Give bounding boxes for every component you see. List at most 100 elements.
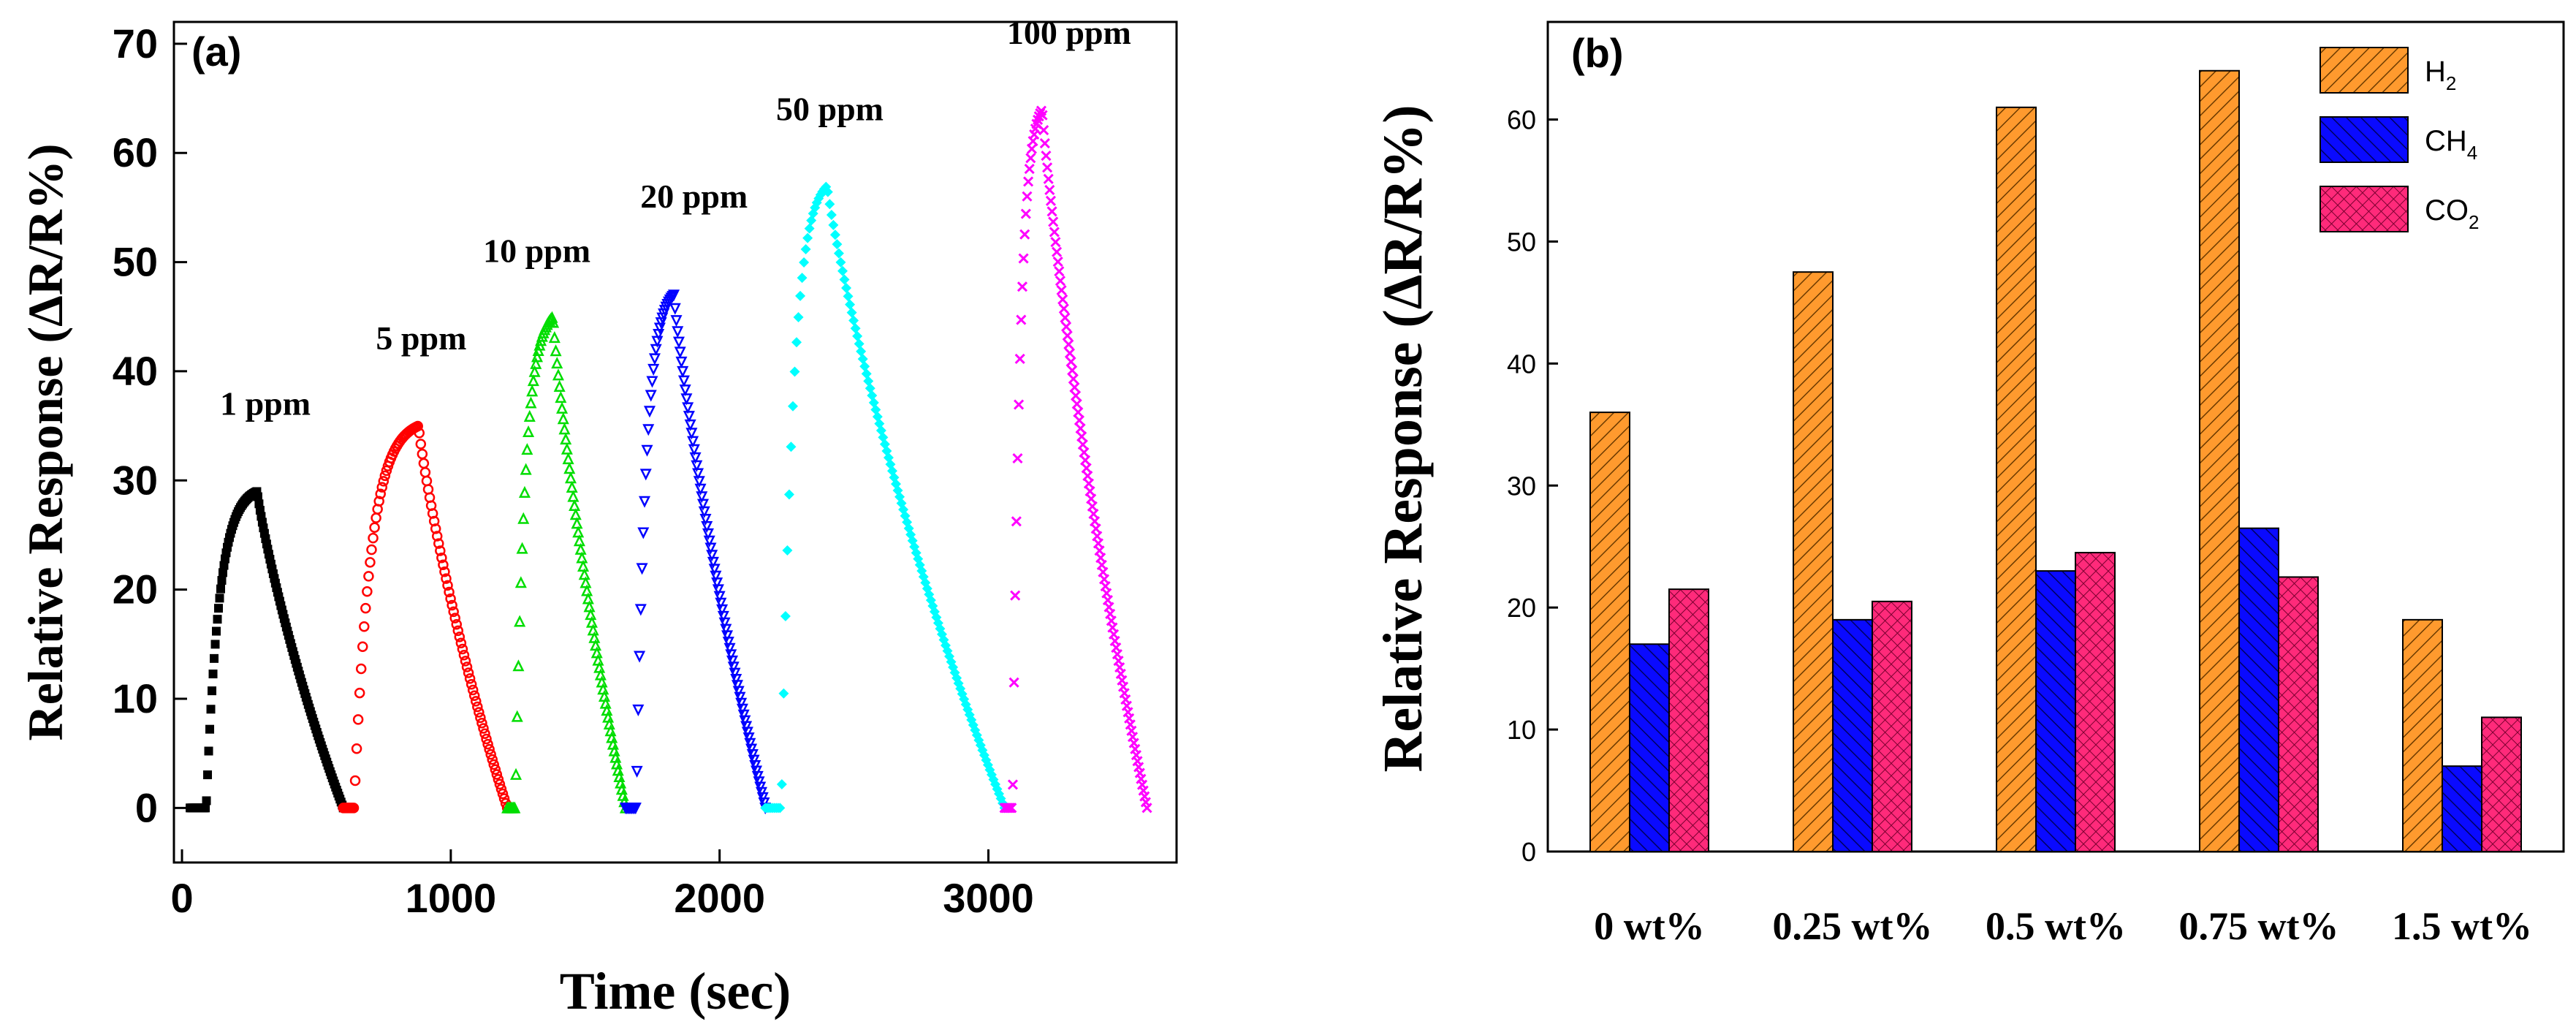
- data-point: [672, 326, 684, 338]
- data-point: [737, 709, 750, 721]
- data-point: [1010, 590, 1021, 601]
- data-point: [475, 712, 486, 724]
- data-point: [751, 765, 763, 778]
- data-point: [1069, 382, 1080, 393]
- data-point: [378, 476, 390, 487]
- data-point: [685, 428, 698, 440]
- data-point: [722, 637, 734, 649]
- data-point: [732, 686, 745, 698]
- data-point: [1026, 143, 1038, 154]
- data-point: [736, 703, 748, 716]
- data-point: [828, 219, 839, 230]
- data-point: [550, 344, 562, 357]
- data-point: [1082, 470, 1093, 482]
- data-point: [551, 357, 563, 369]
- data-point: [474, 707, 485, 718]
- data-point: [548, 331, 561, 344]
- data-point: [484, 743, 495, 755]
- data-point: [672, 336, 685, 349]
- data-point: [669, 303, 681, 315]
- data-point: [566, 480, 578, 493]
- data-point: [348, 803, 360, 814]
- data-point: [829, 230, 840, 240]
- data-point: [476, 718, 487, 729]
- data-point: [530, 357, 542, 369]
- data-point: [574, 542, 587, 555]
- data-point: [1012, 452, 1023, 464]
- data-point: [1008, 677, 1019, 688]
- panel-b-category-label: 0.25 wt%: [1773, 904, 1933, 948]
- data-point: [421, 475, 433, 487]
- data-point: [553, 379, 566, 392]
- data-point: [567, 490, 580, 502]
- data-point: [1052, 256, 1063, 268]
- data-point: [1007, 779, 1019, 790]
- data-point: [1037, 110, 1048, 121]
- data-point: [720, 623, 732, 636]
- data-point: [202, 796, 211, 805]
- data-point: [706, 550, 718, 562]
- panel-b-chart: 0 10 20 30 40 50 60 0 wt% 0.25 wt% 0.5 wt% 0.75 w…: [1372, 20, 2565, 948]
- data-point: [523, 409, 536, 422]
- data-point: [564, 471, 577, 484]
- data-point: [218, 568, 227, 577]
- data-point: [422, 484, 434, 495]
- data-point: [735, 697, 748, 710]
- data-point: [647, 363, 660, 376]
- data-point: [439, 566, 450, 577]
- data-point: [511, 710, 523, 722]
- data-point: [433, 538, 444, 549]
- data-point: [775, 803, 786, 814]
- data-point: [1014, 399, 1025, 410]
- data-point: [457, 643, 468, 655]
- data-point: [452, 625, 464, 637]
- data-point: [435, 545, 446, 556]
- data-point: [629, 803, 642, 815]
- data-point: [835, 257, 846, 268]
- data-point: [708, 564, 721, 576]
- legend-label-main: CO: [2425, 194, 2469, 227]
- data-point: [468, 690, 480, 701]
- data-point: [205, 724, 215, 734]
- data-point: [634, 651, 646, 663]
- data-point: [365, 557, 376, 568]
- data-point: [634, 604, 647, 616]
- bar-co2-3: [2278, 576, 2319, 853]
- data-point: [1049, 227, 1060, 238]
- bar-ch4-2: [2035, 570, 2076, 853]
- data-point: [863, 376, 874, 387]
- data-point: [216, 584, 226, 594]
- data-point: [795, 290, 806, 301]
- data-point: [822, 186, 833, 197]
- data-point: [368, 532, 379, 544]
- data-point: [362, 585, 373, 597]
- panel-a-y-tick-label: 50: [113, 239, 158, 285]
- bar-co2-4: [2481, 716, 2522, 852]
- data-point: [698, 506, 710, 518]
- data-point: [643, 406, 656, 418]
- data-point: [843, 291, 854, 302]
- data-point: [444, 586, 455, 598]
- data-point: [562, 452, 574, 465]
- data-point: [497, 788, 509, 800]
- data-point: [1075, 423, 1086, 434]
- data-point: [208, 686, 217, 696]
- data-point: [721, 630, 734, 642]
- data-point: [490, 764, 501, 776]
- data-point: [1067, 365, 1078, 376]
- data-point: [730, 674, 742, 686]
- data-point: [745, 743, 758, 756]
- data-point: [572, 526, 585, 538]
- data-point: [1024, 163, 1035, 175]
- bar-h2-2: [1996, 106, 2037, 852]
- panel-a-y-tick-label: 20: [113, 566, 158, 613]
- data-point: [1018, 253, 1029, 264]
- data-point: [1081, 463, 1092, 474]
- data-point: [371, 512, 381, 523]
- data-point: [729, 667, 741, 680]
- data-point: [1042, 162, 1053, 173]
- data-point: [734, 691, 746, 704]
- data-point: [742, 732, 755, 745]
- panel-a-y-axis-title: Relative Response (ΔR/R%): [18, 144, 73, 741]
